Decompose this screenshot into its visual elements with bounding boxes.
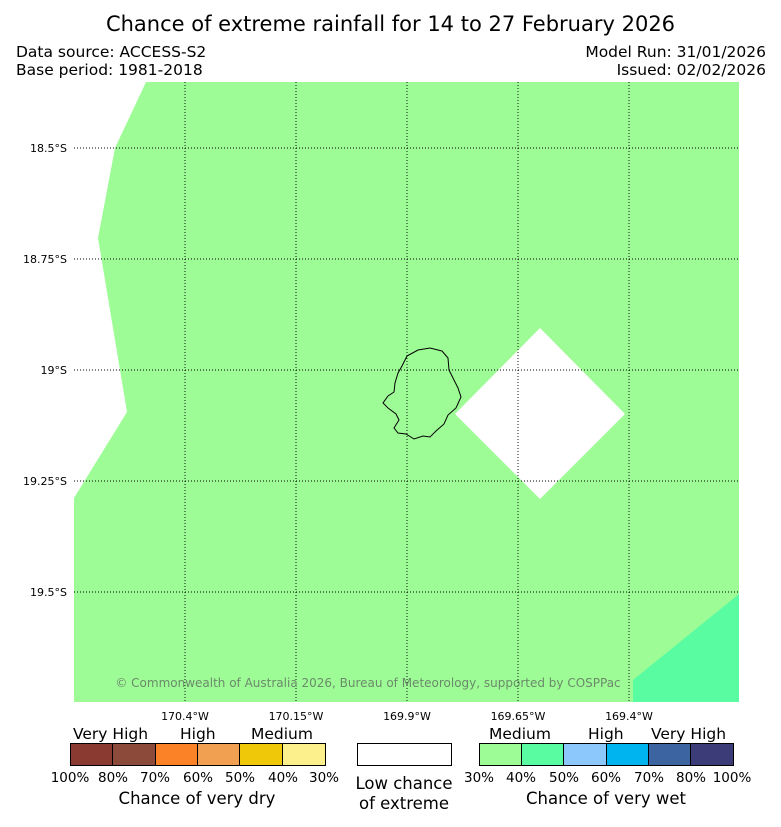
legend-tick: 100% <box>712 770 752 786</box>
lon-label: 170.4°W <box>161 710 209 723</box>
wet-caption: Chance of very wet <box>526 789 686 808</box>
base-period-text: Base period: 1981-2018 <box>16 61 203 79</box>
dry-swatch <box>113 744 156 765</box>
dry-swatch <box>71 744 114 765</box>
legend-tick: 30% <box>308 770 340 786</box>
legend-tick: 70% <box>139 770 171 786</box>
legend-heading: Very High <box>73 725 149 743</box>
lat-label: 19.25°S <box>23 475 67 488</box>
niue-island-outline <box>382 347 462 440</box>
legend-tick: 40% <box>267 770 299 786</box>
copyright-notice: © Commonwealth of Australia 2026, Bureau… <box>115 676 620 690</box>
legend-tick: 80% <box>97 770 129 786</box>
legend-tick: 30% <box>463 770 495 786</box>
high-wet-region <box>633 594 739 702</box>
lon-label: 169.4°W <box>605 710 653 723</box>
data-source-text: Data source: ACCESS-S2 <box>16 43 207 61</box>
lat-label: 19°S <box>41 364 67 377</box>
legend-tick: 50% <box>224 770 256 786</box>
wet-swatch <box>648 744 691 765</box>
dry-swatch <box>155 744 198 765</box>
lon-label: 170.15°W <box>269 710 324 723</box>
rainfall-map: 18.5°S 18.75°S 19°S 19.25°S 19.5°S 170.4… <box>23 82 739 723</box>
legend-tick: 60% <box>182 770 214 786</box>
lat-label: 18.5°S <box>30 142 67 155</box>
dry-color-bar <box>70 743 326 766</box>
longitude-labels: 170.4°W 170.15°W 169.9°W 169.65°W 169.4°… <box>161 710 653 723</box>
wet-swatch <box>606 744 649 765</box>
wet-swatch <box>564 744 607 765</box>
legend-tick: 100% <box>50 770 90 786</box>
metadata-left: Data source: ACCESS-S2 Base period: 1981… <box>16 43 206 79</box>
low-chance-swatch <box>357 743 452 766</box>
legend-heading: High <box>180 725 216 743</box>
map-title: Chance of extreme rainfall for 14 to 27 … <box>105 12 676 36</box>
issued-text: Issued: 02/02/2026 <box>616 61 766 79</box>
lat-label: 18.75°S <box>23 253 67 266</box>
wet-swatch <box>690 744 733 765</box>
legend-tick: 70% <box>633 770 665 786</box>
legend-tick: 80% <box>675 770 707 786</box>
legend-tick: 50% <box>548 770 580 786</box>
dry-swatch <box>240 744 283 765</box>
legend-heading: Very High <box>651 725 727 743</box>
legend-tick: 40% <box>505 770 537 786</box>
wet-color-bar <box>479 743 734 766</box>
low-chance-caption: Low chance of extreme <box>355 774 452 814</box>
dry-swatch <box>197 744 241 765</box>
legend-heading: Medium <box>489 725 551 743</box>
lat-label: 19.5°S <box>30 586 67 599</box>
low-chance-caption-line1: Low chance <box>355 774 453 793</box>
legend-heading: High <box>588 725 624 743</box>
legend-tick: 60% <box>590 770 622 786</box>
dry-caption: Chance of very dry <box>118 789 276 808</box>
model-run-text: Model Run: 31/01/2026 <box>585 43 766 61</box>
metadata-right: Model Run: 31/01/2026 Issued: 02/02/2026 <box>585 43 766 79</box>
medium-wet-region <box>74 82 739 702</box>
gridlines <box>74 82 739 702</box>
wet-swatch <box>522 744 565 765</box>
lon-label: 169.65°W <box>491 710 546 723</box>
latitude-labels: 18.5°S 18.75°S 19°S 19.25°S 19.5°S <box>23 142 67 599</box>
wet-swatch <box>480 744 523 765</box>
legend-heading: Medium <box>251 725 313 743</box>
low-chance-caption-line2: of extreme <box>358 794 450 813</box>
lon-label: 169.9°W <box>383 710 431 723</box>
low-chance-region <box>455 328 625 499</box>
dry-swatch <box>282 744 325 765</box>
